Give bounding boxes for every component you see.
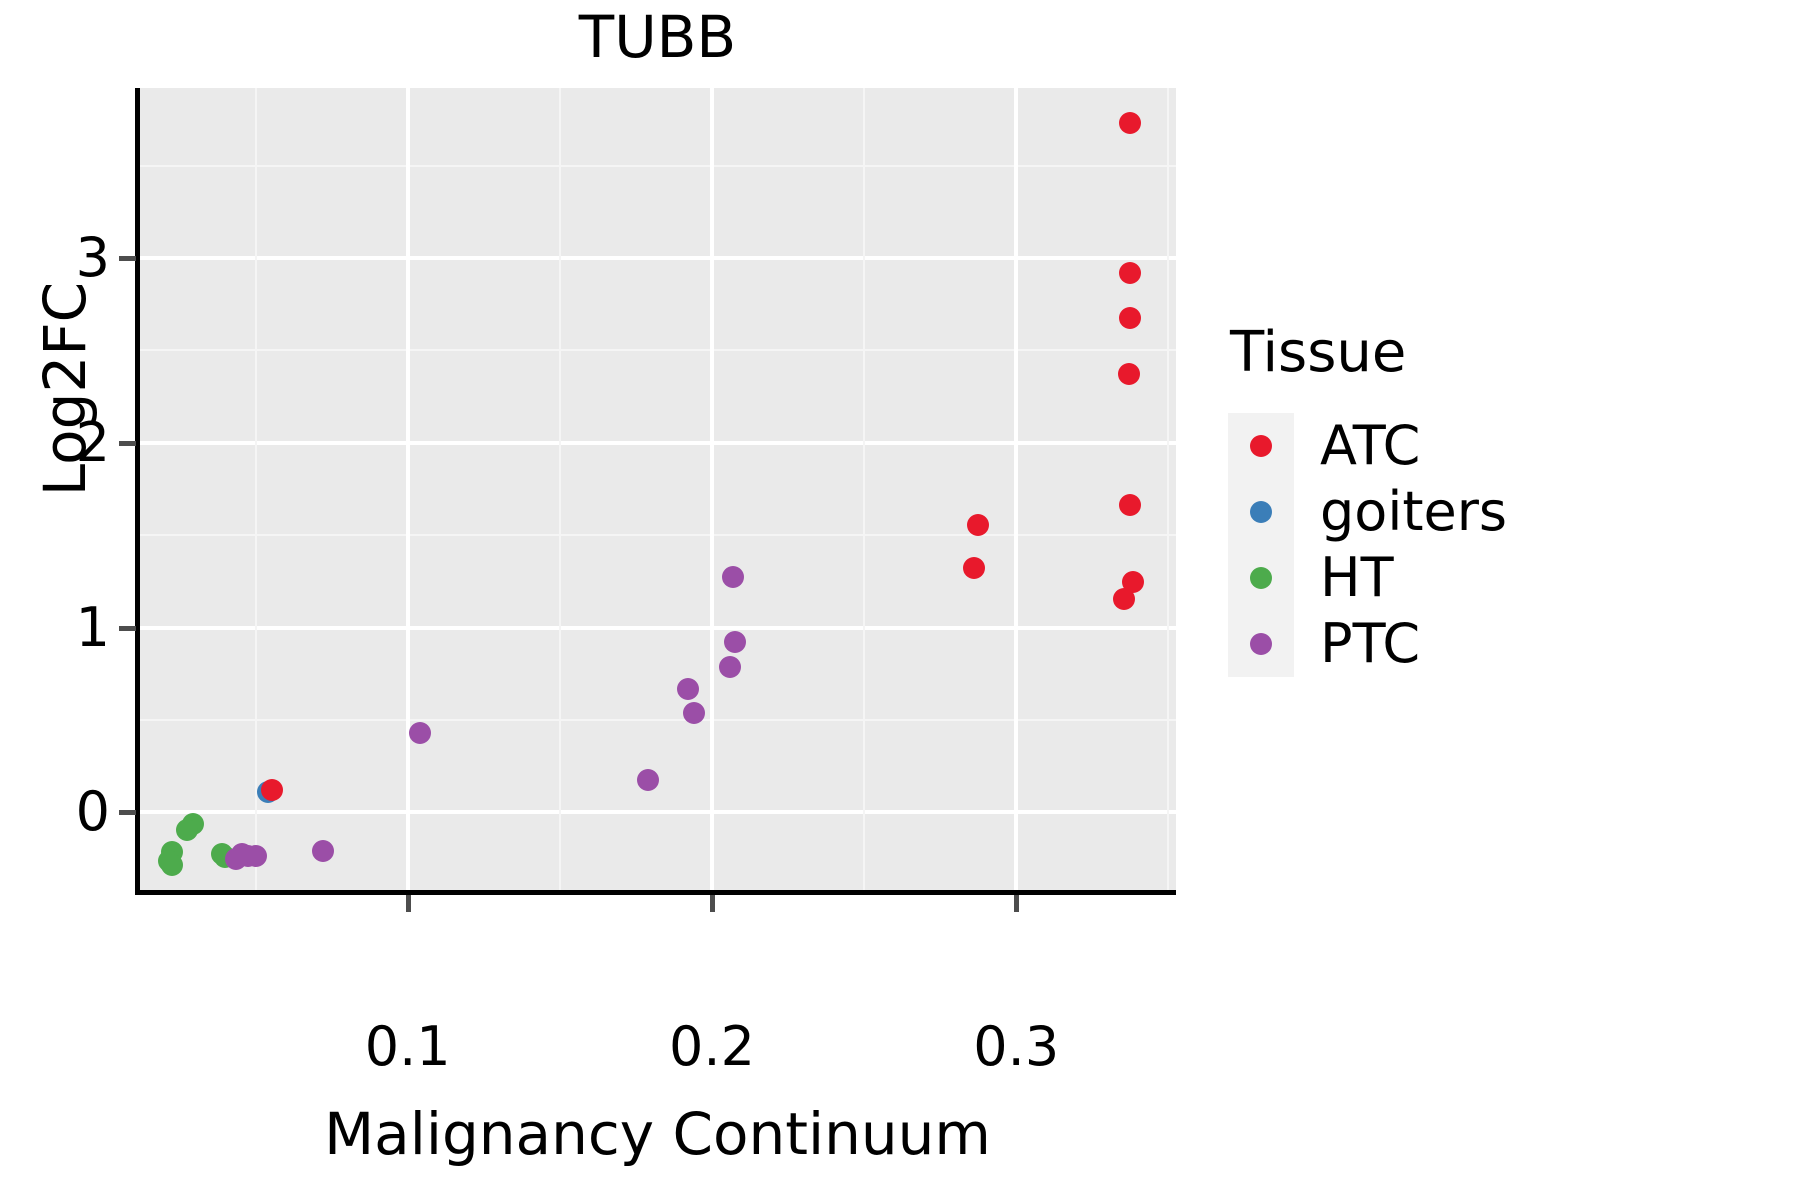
legend-key-swatch: [1228, 545, 1294, 611]
gridline-vertical-minor: [254, 88, 257, 890]
plot-panel: [140, 88, 1176, 890]
gridline-vertical-major: [1014, 88, 1019, 890]
data-point-atc: [1119, 112, 1142, 135]
y-axis-tick-label: 3: [75, 226, 110, 289]
data-point-ptc: [408, 721, 431, 744]
gridline-horizontal-major: [140, 810, 1176, 815]
gridline-vertical-minor: [1167, 88, 1170, 890]
legend-item-label: PTC: [1320, 612, 1421, 675]
y-axis-tick: [119, 810, 136, 816]
data-point-atc: [962, 556, 985, 579]
legend-item-label: HT: [1320, 546, 1394, 609]
y-axis-tick: [119, 625, 136, 631]
x-axis-tick: [710, 895, 715, 912]
data-point-ptc: [682, 701, 705, 724]
legend-item-goiters[interactable]: goiters: [1228, 479, 1648, 545]
x-axis-label: Malignancy Continuum: [324, 1100, 991, 1168]
legend-key-swatch: [1228, 479, 1294, 545]
x-axis-tick-label: 0.1: [364, 1015, 451, 1078]
y-axis-tick: [119, 256, 136, 261]
gridline-horizontal-major: [140, 440, 1176, 445]
gridline-vertical-major: [710, 88, 714, 890]
legend-dot-icon: [1250, 567, 1272, 589]
data-point-atc: [1117, 362, 1140, 385]
gridline-horizontal-minor: [140, 349, 1176, 352]
data-point-atc: [1119, 307, 1142, 330]
x-axis-tick-label: 0.3: [973, 1015, 1060, 1078]
data-point-atc: [261, 779, 284, 802]
data-point-ptc: [723, 631, 746, 654]
gridline-vertical-minor: [863, 88, 866, 890]
page-title: TUBB: [578, 3, 737, 71]
data-point-ptc: [637, 769, 660, 792]
legend: Tissue ATC goiters HT PTC: [1228, 320, 1648, 677]
x-axis-tick: [405, 895, 411, 912]
legend-item-ptc[interactable]: PTC: [1228, 611, 1648, 677]
legend-item-label: ATC: [1320, 414, 1421, 477]
data-point-ht: [176, 818, 199, 841]
data-point-ptc: [676, 677, 699, 700]
legend-item-ht[interactable]: HT: [1228, 545, 1648, 611]
legend-key-swatch: [1228, 611, 1294, 677]
x-axis-line: [135, 890, 1176, 895]
data-point-atc: [1119, 493, 1142, 516]
gridline-horizontal-major: [140, 256, 1176, 260]
legend-item-label: goiters: [1320, 480, 1508, 543]
legend-key-swatch: [1228, 413, 1294, 479]
y-axis-tick-label: 1: [75, 595, 110, 659]
legend-dot-icon: [1250, 501, 1272, 523]
gridline-horizontal-minor: [140, 718, 1176, 721]
data-point-atc: [1122, 571, 1145, 594]
data-point-ptc: [244, 844, 267, 867]
legend-dot-icon: [1250, 633, 1272, 655]
gridline-vertical-major: [405, 88, 410, 890]
data-point-ht: [160, 854, 183, 877]
data-point-atc: [1119, 261, 1142, 284]
data-point-atc: [967, 514, 990, 537]
y-axis-tick-label: 0: [75, 780, 110, 844]
legend-title: Tissue: [1230, 320, 1407, 385]
y-axis-line: [135, 88, 140, 890]
gridline-horizontal-minor: [140, 164, 1176, 167]
data-point-ptc: [719, 656, 742, 679]
data-point-ptc: [311, 840, 334, 863]
y-axis-tick-label: 2: [75, 410, 110, 474]
data-point-atc: [1113, 587, 1136, 610]
legend-items: ATC goiters HT PTC: [1228, 413, 1648, 677]
gridline-vertical-minor: [558, 88, 561, 890]
data-point-ptc: [722, 565, 745, 588]
x-axis-tick: [1014, 895, 1020, 912]
x-axis-tick-label: 0.2: [669, 1015, 755, 1078]
gridline-horizontal-minor: [140, 534, 1176, 537]
y-axis-tick: [119, 440, 136, 446]
gridline-horizontal-major: [140, 625, 1176, 630]
data-point-ptc: [224, 847, 247, 870]
legend-item-atc[interactable]: ATC: [1228, 413, 1648, 479]
legend-dot-icon: [1250, 435, 1272, 457]
